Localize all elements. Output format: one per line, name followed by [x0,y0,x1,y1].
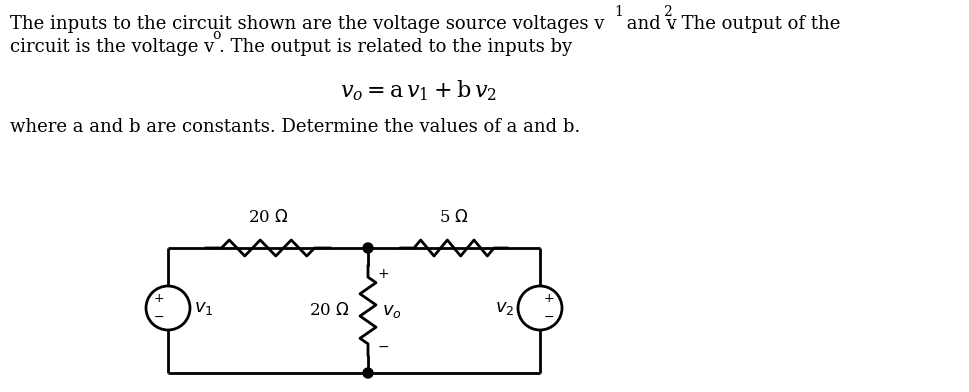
Text: +: + [153,292,164,305]
Text: $v_2$: $v_2$ [494,299,514,317]
Text: −: − [378,340,390,354]
Text: . The output of the: . The output of the [670,15,839,33]
Text: +: + [544,292,553,305]
Text: . The output is related to the inputs by: . The output is related to the inputs by [219,38,572,56]
Circle shape [362,243,373,253]
Text: and v: and v [620,15,676,33]
Text: 2: 2 [663,5,672,19]
Text: 1: 1 [613,5,622,19]
Text: $v_o$: $v_o$ [382,301,401,319]
Text: +: + [378,267,390,281]
Text: −: − [544,310,553,323]
Text: circuit is the voltage v: circuit is the voltage v [10,38,214,56]
Text: $v_1$: $v_1$ [194,299,213,317]
Text: −: − [154,310,164,323]
Text: where a and b are constants. Determine the values of a and b.: where a and b are constants. Determine t… [10,118,579,136]
Text: o: o [212,28,220,42]
Circle shape [362,368,373,378]
Text: $v_o = \mathrm{a}\, v_1 + \mathrm{b}\, v_2$: $v_o = \mathrm{a}\, v_1 + \mathrm{b}\, v… [340,78,497,103]
Text: 20 $\Omega$: 20 $\Omega$ [247,209,288,226]
Text: The inputs to the circuit shown are the voltage source voltages v: The inputs to the circuit shown are the … [10,15,604,33]
Text: 20 $\Omega$: 20 $\Omega$ [309,302,350,319]
Text: 5 $\Omega$: 5 $\Omega$ [439,209,468,226]
